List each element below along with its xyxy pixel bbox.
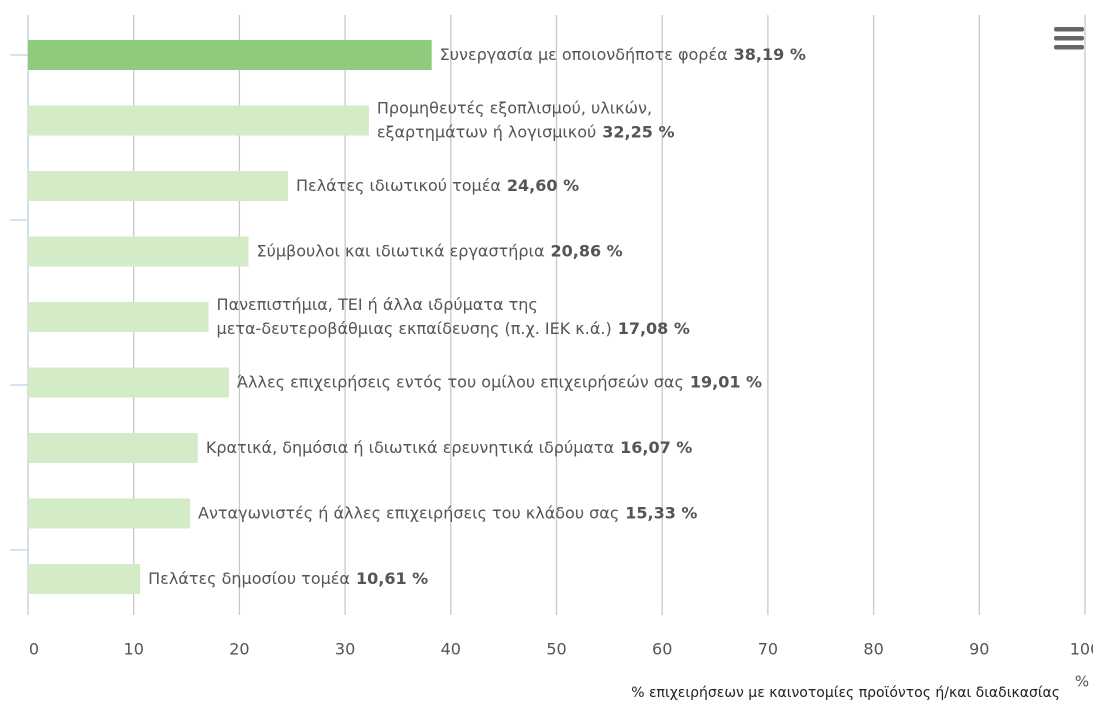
value-label: 15,33 % [625,503,697,522]
value-label: 38,19 % [734,45,806,64]
x-tick-label: 0 [29,640,39,659]
category-label: Πελάτες ιδιωτικού τομέα [296,176,501,195]
x-tick-label: 70 [758,640,778,659]
bar [28,171,289,201]
category-label: Ανταγωνιστές ή άλλες επιχειρήσεις του κλ… [198,503,619,522]
x-tick-label: 20 [229,640,249,659]
category-label: Συνεργασία με οποιονδήποτε φορέα [440,45,728,64]
value-label: 16,07 % [620,438,692,457]
bar-label: Ανταγωνιστές ή άλλες επιχειρήσεις του κλ… [198,503,697,522]
menu-icon[interactable] [1054,27,1084,50]
x-tick-label: 40 [441,640,461,659]
category-label: Σύμβουλοι και ιδιωτικά εργαστήρια [256,241,544,260]
x-axis-title: % επιχειρήσεων με καινοτομίες προϊόντος … [631,685,1060,701]
category-label: μετα-δευτεροβάθμιας εκπαίδευσης (π.χ. ΙΕ… [217,319,612,338]
x-tick-label: 100 [1070,640,1093,659]
value-label: 10,61 % [356,569,428,588]
category-label: Άλλες επιχειρήσεις εντός του ομίλου επιχ… [237,372,684,391]
value-label: 17,08 % [618,319,690,338]
bar [28,302,209,332]
x-tick-label: 10 [124,640,144,659]
category-label: Κρατικά, δημόσια ή ιδιωτικά ερευνητικά ι… [206,438,614,457]
bar [28,564,141,594]
x-tick-label: 30 [335,640,355,659]
value-label: 24,60 % [507,176,579,195]
bar [28,236,249,267]
value-label: 19,01 % [690,372,762,391]
category-label: Προμηθευτές εξοπλισμού, υλικών, [377,98,652,117]
bar-label: Σύμβουλοι και ιδιωτικά εργαστήρια 20,86 % [256,241,622,260]
value-label: 20,86 % [551,241,623,260]
bar-label: Πανεπιστήμια, ΤΕΙ ή άλλα ιδρύματα της μετ… [217,295,690,338]
category-label: Πελάτες δημοσίου τομέα [148,569,350,588]
bar-label: Συνεργασία με οποιονδήποτε φορέα 38,19 % [440,45,806,64]
bar [28,367,229,398]
value-label: 32,25 % [602,122,674,141]
bar-label: Πελάτες ιδιωτικού τομέα 24,60 % [296,176,579,195]
x-unit: % [1075,673,1089,691]
x-tick-label: 90 [969,640,989,659]
bar-label: Άλλες επιχειρήσεις εντός του ομίλου επιχ… [237,372,762,391]
bar [28,433,198,463]
bar [28,498,191,529]
x-tick-label: 80 [863,640,883,659]
bar-label: Πελάτες δημοσίου τομέα 10,61 % [148,569,428,588]
bar-label: Κρατικά, δημόσια ή ιδιωτικά ερευνητικά ι… [206,438,692,457]
bar-label: Προμηθευτές εξοπλισμού, υλικών, εξαρτημάτ… [377,98,675,141]
category-label: εξαρτημάτων ή λογισμικού [377,122,596,141]
x-tick-label: 60 [652,640,672,659]
x-tick-label: 50 [546,640,566,659]
bar [28,40,432,70]
category-label: Πανεπιστήμια, ΤΕΙ ή άλλα ιδρύματα της [217,295,538,314]
bar [28,105,369,136]
